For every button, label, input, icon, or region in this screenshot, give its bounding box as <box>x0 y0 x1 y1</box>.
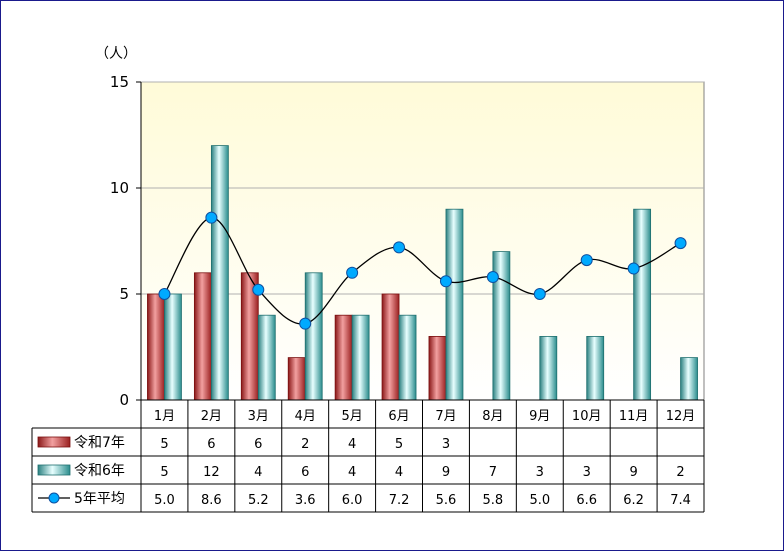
table-cell: 3 <box>583 465 591 480</box>
x-tick-label: 1月 <box>154 409 175 424</box>
table-cell: 6 <box>301 465 309 480</box>
avg-point <box>393 241 406 254</box>
x-tick-label: 11月 <box>619 409 649 424</box>
table-cell: 5.6 <box>436 493 457 508</box>
table-cell: 4 <box>395 465 403 480</box>
bar-r7 <box>193 272 212 401</box>
table-cell: 9 <box>442 465 450 480</box>
table-cell: 6.6 <box>576 493 597 508</box>
table-cell: 5.2 <box>248 493 269 508</box>
table-cell: 6 <box>254 437 262 452</box>
x-tick-label: 10月 <box>572 409 602 424</box>
bar-r6 <box>633 208 652 401</box>
avg-point <box>674 237 687 250</box>
x-tick-label: 12月 <box>666 409 696 424</box>
y-tick-label: 0 <box>119 391 129 409</box>
bar-r6 <box>398 314 417 401</box>
table-cell: 9 <box>629 465 637 480</box>
bar-r6 <box>351 314 370 401</box>
x-tick-label: 8月 <box>482 409 503 424</box>
avg-point <box>627 262 640 275</box>
legend-key-r7 <box>37 436 71 448</box>
bar-r7 <box>381 293 400 401</box>
y-tick-label: 10 <box>110 179 129 197</box>
bar-r6 <box>586 335 605 401</box>
bar-r7 <box>334 314 353 401</box>
legend-label: 令和7年 <box>74 435 125 451</box>
avg-point <box>205 211 218 224</box>
table-cell: 5 <box>395 437 403 452</box>
bar-r6 <box>257 314 276 401</box>
x-tick-label: 6月 <box>388 409 409 424</box>
plot-area <box>140 81 705 401</box>
table-cell: 7.4 <box>670 493 691 508</box>
x-tick-label: 3月 <box>248 409 269 424</box>
table-cell: 5 <box>160 437 168 452</box>
legend-label: 5年平均 <box>74 491 125 507</box>
avg-point <box>158 288 171 300</box>
bar-r6 <box>539 335 558 401</box>
y-tick-label: 15 <box>110 73 129 91</box>
table-cell: 6.0 <box>342 493 363 508</box>
table-cell: 4 <box>254 465 262 480</box>
bar-r6 <box>164 293 182 401</box>
y-tick-label: 5 <box>119 285 129 303</box>
bar-r7 <box>147 293 165 401</box>
table-cell: 12 <box>203 465 220 480</box>
x-tick-label: 5月 <box>341 409 362 424</box>
table-cell: 3 <box>536 465 544 480</box>
table-cell: 5 <box>160 465 168 480</box>
avg-point <box>252 283 265 296</box>
legend-label: 令和6年 <box>74 463 125 479</box>
table-cell: 2 <box>676 465 684 480</box>
table-cell: 8.6 <box>201 493 222 508</box>
avg-point <box>533 288 546 300</box>
bar-r6 <box>445 208 464 401</box>
avg-point <box>580 254 593 267</box>
table-cell: 7.2 <box>389 493 410 508</box>
legend-key-avg-marker <box>48 492 60 504</box>
bar-r6 <box>304 272 323 401</box>
bar-r7 <box>287 357 306 401</box>
table-cell: 5.8 <box>483 493 504 508</box>
x-tick-label: 2月 <box>201 409 222 424</box>
y-unit-label: （人） <box>95 46 137 62</box>
table-cell: 5.0 <box>154 493 175 508</box>
bar-r7 <box>428 335 447 401</box>
table-cell: 6.2 <box>623 493 644 508</box>
bar-r6 <box>680 357 698 401</box>
table-cell: 2 <box>301 437 309 452</box>
avg-point <box>439 275 452 288</box>
table-cell: 7 <box>489 465 497 480</box>
x-tick-label: 7月 <box>435 409 456 424</box>
table-cell: 6 <box>207 437 215 452</box>
table-cell: 5.0 <box>529 493 550 508</box>
avg-point <box>299 317 312 330</box>
table-cell: 3 <box>442 437 450 452</box>
x-tick-label: 4月 <box>295 409 316 424</box>
table-cell: 4 <box>348 437 356 452</box>
avg-point <box>486 271 499 284</box>
avg-point <box>346 266 359 279</box>
x-tick-label: 9月 <box>529 409 550 424</box>
table-cell: 3.6 <box>295 493 316 508</box>
legend-key-r6 <box>37 464 71 476</box>
table-cell: 4 <box>348 465 356 480</box>
bar-r6 <box>210 145 229 401</box>
